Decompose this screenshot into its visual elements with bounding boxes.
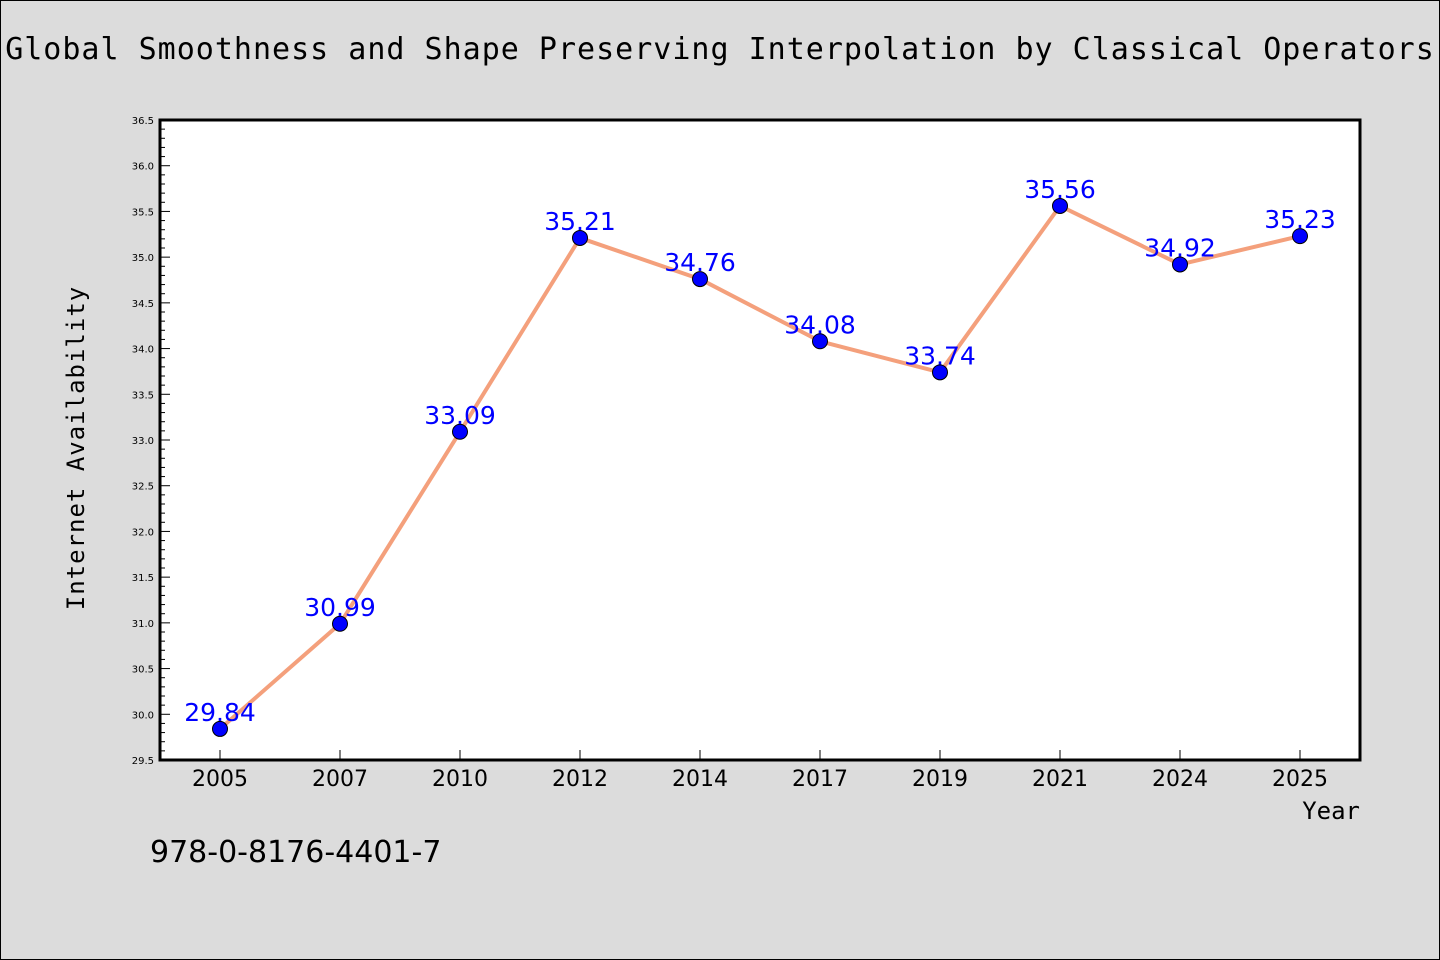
data-label: 29.84 xyxy=(184,698,256,727)
plot-area xyxy=(160,120,1360,760)
data-point xyxy=(1292,228,1308,245)
y-tick-label: 32.0 xyxy=(132,527,154,538)
y-tick-label: 33.5 xyxy=(132,390,154,401)
x-tick-label: 2019 xyxy=(912,767,968,792)
y-axis-ticks: 29.5 30.0 30.5 31.0 31.5 32.0 32.5 33.0 33.5 34.0… xyxy=(132,116,170,767)
series-line xyxy=(218,203,1301,731)
x-tick-label: 2014 xyxy=(672,767,728,792)
plot-border xyxy=(158,118,1362,762)
data-label: 30.99 xyxy=(304,593,376,622)
data-point xyxy=(572,229,588,246)
x-tick-label: 2021 xyxy=(1032,767,1088,792)
data-point xyxy=(452,423,468,440)
data-label: 35.21 xyxy=(544,207,616,236)
data-labels: 29.84 30.99 33.09 35.21 34.76 34.08 33.74 35.56… xyxy=(184,175,1336,727)
data-label: 35.56 xyxy=(1024,175,1096,204)
x-tick-label: 2024 xyxy=(1152,767,1208,792)
data-label: 34.08 xyxy=(784,310,856,339)
x-tick-label: 2025 xyxy=(1272,767,1328,792)
x-tick-label: 2010 xyxy=(432,767,488,792)
data-label: 35.23 xyxy=(1264,205,1336,234)
data-point xyxy=(812,333,828,350)
y-tick-label: 29.5 xyxy=(132,756,154,767)
data-label: 33.74 xyxy=(904,341,976,370)
x-tick-label: 2005 xyxy=(192,767,248,792)
data-point xyxy=(1172,256,1188,273)
x-tick-label: 2007 xyxy=(312,767,368,792)
data-label: 33.09 xyxy=(424,401,496,430)
data-point xyxy=(212,720,228,737)
x-axis-ticks: 2005 2007 2010 2012 2014 2017 2019 2021 2024 2025 xyxy=(192,750,1328,792)
y-tick-label: 31.0 xyxy=(132,619,154,630)
data-markers xyxy=(212,197,1308,737)
y-tick-label: 32.5 xyxy=(132,482,154,493)
data-point xyxy=(332,615,348,632)
y-tick-label: 35.0 xyxy=(132,253,154,264)
data-point xyxy=(692,271,708,288)
y-tick-label: 33.0 xyxy=(132,436,154,447)
data-point xyxy=(932,364,948,381)
y-tick-label: 30.0 xyxy=(132,710,154,721)
y-tick-label: 34.0 xyxy=(132,345,154,356)
data-label: 34.76 xyxy=(664,248,736,277)
data-point xyxy=(1052,197,1068,214)
y-tick-label: 36.5 xyxy=(132,116,154,127)
y-tick-label: 30.5 xyxy=(132,665,154,676)
data-label: 34.92 xyxy=(1144,233,1216,262)
chart-title: Global Smoothness and Shape Preserving I… xyxy=(5,32,1435,67)
x-tick-label: 2017 xyxy=(792,767,848,792)
isbn-text: 978-0-8176-4401-7 xyxy=(150,835,442,870)
y-tick-label: 31.5 xyxy=(132,573,154,584)
x-tick-label: 2012 xyxy=(552,767,608,792)
y-tick-label: 36.0 xyxy=(132,162,154,173)
x-axis-title: Year xyxy=(1302,797,1360,825)
y-tick-label: 35.5 xyxy=(132,207,154,218)
y-tick-label: 34.5 xyxy=(132,299,154,310)
